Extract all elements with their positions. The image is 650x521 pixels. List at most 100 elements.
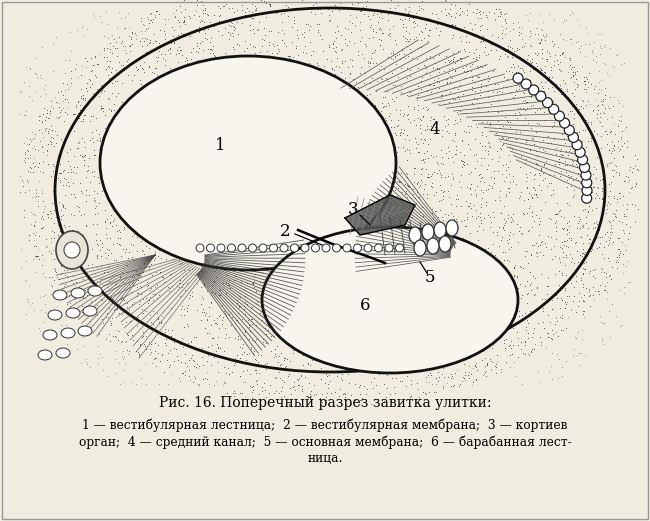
Point xyxy=(209,51,219,59)
Point xyxy=(254,368,264,377)
Point xyxy=(219,53,229,61)
Point xyxy=(107,125,118,133)
Point xyxy=(21,257,32,265)
Point xyxy=(82,24,92,33)
Point xyxy=(144,263,155,271)
Point xyxy=(465,190,476,198)
Point xyxy=(507,145,517,153)
Point xyxy=(597,175,607,183)
Point xyxy=(224,21,235,29)
Point xyxy=(403,136,413,144)
Point xyxy=(220,379,230,388)
Point xyxy=(564,63,575,71)
Point xyxy=(92,252,102,260)
Point xyxy=(564,233,574,242)
Point xyxy=(65,162,75,170)
Point xyxy=(446,55,456,64)
Point xyxy=(407,202,417,210)
Point xyxy=(114,8,125,16)
Point xyxy=(247,0,257,8)
Point xyxy=(296,0,307,4)
Point xyxy=(485,143,495,152)
Point xyxy=(508,357,519,366)
Point xyxy=(524,351,534,359)
Point xyxy=(395,15,405,23)
Point xyxy=(400,5,410,13)
Point xyxy=(521,97,532,106)
Point xyxy=(530,170,541,178)
Point xyxy=(201,309,211,317)
Point xyxy=(95,137,105,145)
Point xyxy=(127,272,137,281)
Point xyxy=(506,51,517,59)
Point xyxy=(94,179,104,188)
Point xyxy=(60,191,70,199)
Point xyxy=(471,55,482,64)
Point xyxy=(154,47,164,55)
Point xyxy=(459,374,469,382)
Point xyxy=(56,321,66,329)
Point xyxy=(384,217,394,226)
Point xyxy=(242,44,252,53)
Point xyxy=(605,128,616,136)
Point xyxy=(395,225,406,233)
Point xyxy=(486,46,496,54)
Point xyxy=(20,206,30,215)
Point xyxy=(579,307,590,315)
Point xyxy=(469,84,480,93)
Point xyxy=(499,339,509,348)
Point xyxy=(456,217,466,226)
Point xyxy=(74,207,85,215)
Point xyxy=(136,374,146,382)
Point xyxy=(276,359,287,368)
Point xyxy=(557,270,567,279)
Point xyxy=(116,212,127,220)
Point xyxy=(478,154,489,162)
Point xyxy=(90,114,101,122)
Point xyxy=(75,247,85,255)
Point xyxy=(480,197,491,206)
Point xyxy=(439,373,449,381)
Point xyxy=(76,211,86,219)
Point xyxy=(618,201,629,209)
Point xyxy=(544,170,554,179)
Point xyxy=(564,147,575,156)
Point xyxy=(29,154,39,162)
Point xyxy=(254,18,264,26)
Point xyxy=(144,234,155,243)
Point xyxy=(355,381,365,389)
Point xyxy=(513,62,523,70)
Point xyxy=(536,25,546,33)
Point xyxy=(543,333,553,342)
Point xyxy=(472,95,482,104)
Point xyxy=(460,32,471,40)
Point xyxy=(462,182,472,191)
Point xyxy=(588,291,598,300)
Point xyxy=(562,292,572,300)
Point xyxy=(337,45,348,54)
Point xyxy=(146,82,156,90)
Point xyxy=(423,225,434,233)
Point xyxy=(117,293,127,301)
Ellipse shape xyxy=(434,222,446,238)
Point xyxy=(58,258,68,267)
Point xyxy=(436,195,446,204)
Point xyxy=(83,261,94,269)
Point xyxy=(464,374,474,382)
Point xyxy=(328,39,338,47)
Point xyxy=(19,139,29,147)
Point xyxy=(435,169,445,178)
Point xyxy=(144,39,154,47)
Ellipse shape xyxy=(61,328,75,338)
Point xyxy=(211,377,221,385)
Point xyxy=(103,371,113,380)
Point xyxy=(618,152,628,160)
Point xyxy=(448,381,459,389)
Point xyxy=(471,214,481,222)
Point xyxy=(38,223,48,231)
Point xyxy=(432,20,443,28)
Point xyxy=(47,104,58,112)
Point xyxy=(114,33,124,42)
Point xyxy=(473,14,484,22)
Point xyxy=(593,194,604,203)
